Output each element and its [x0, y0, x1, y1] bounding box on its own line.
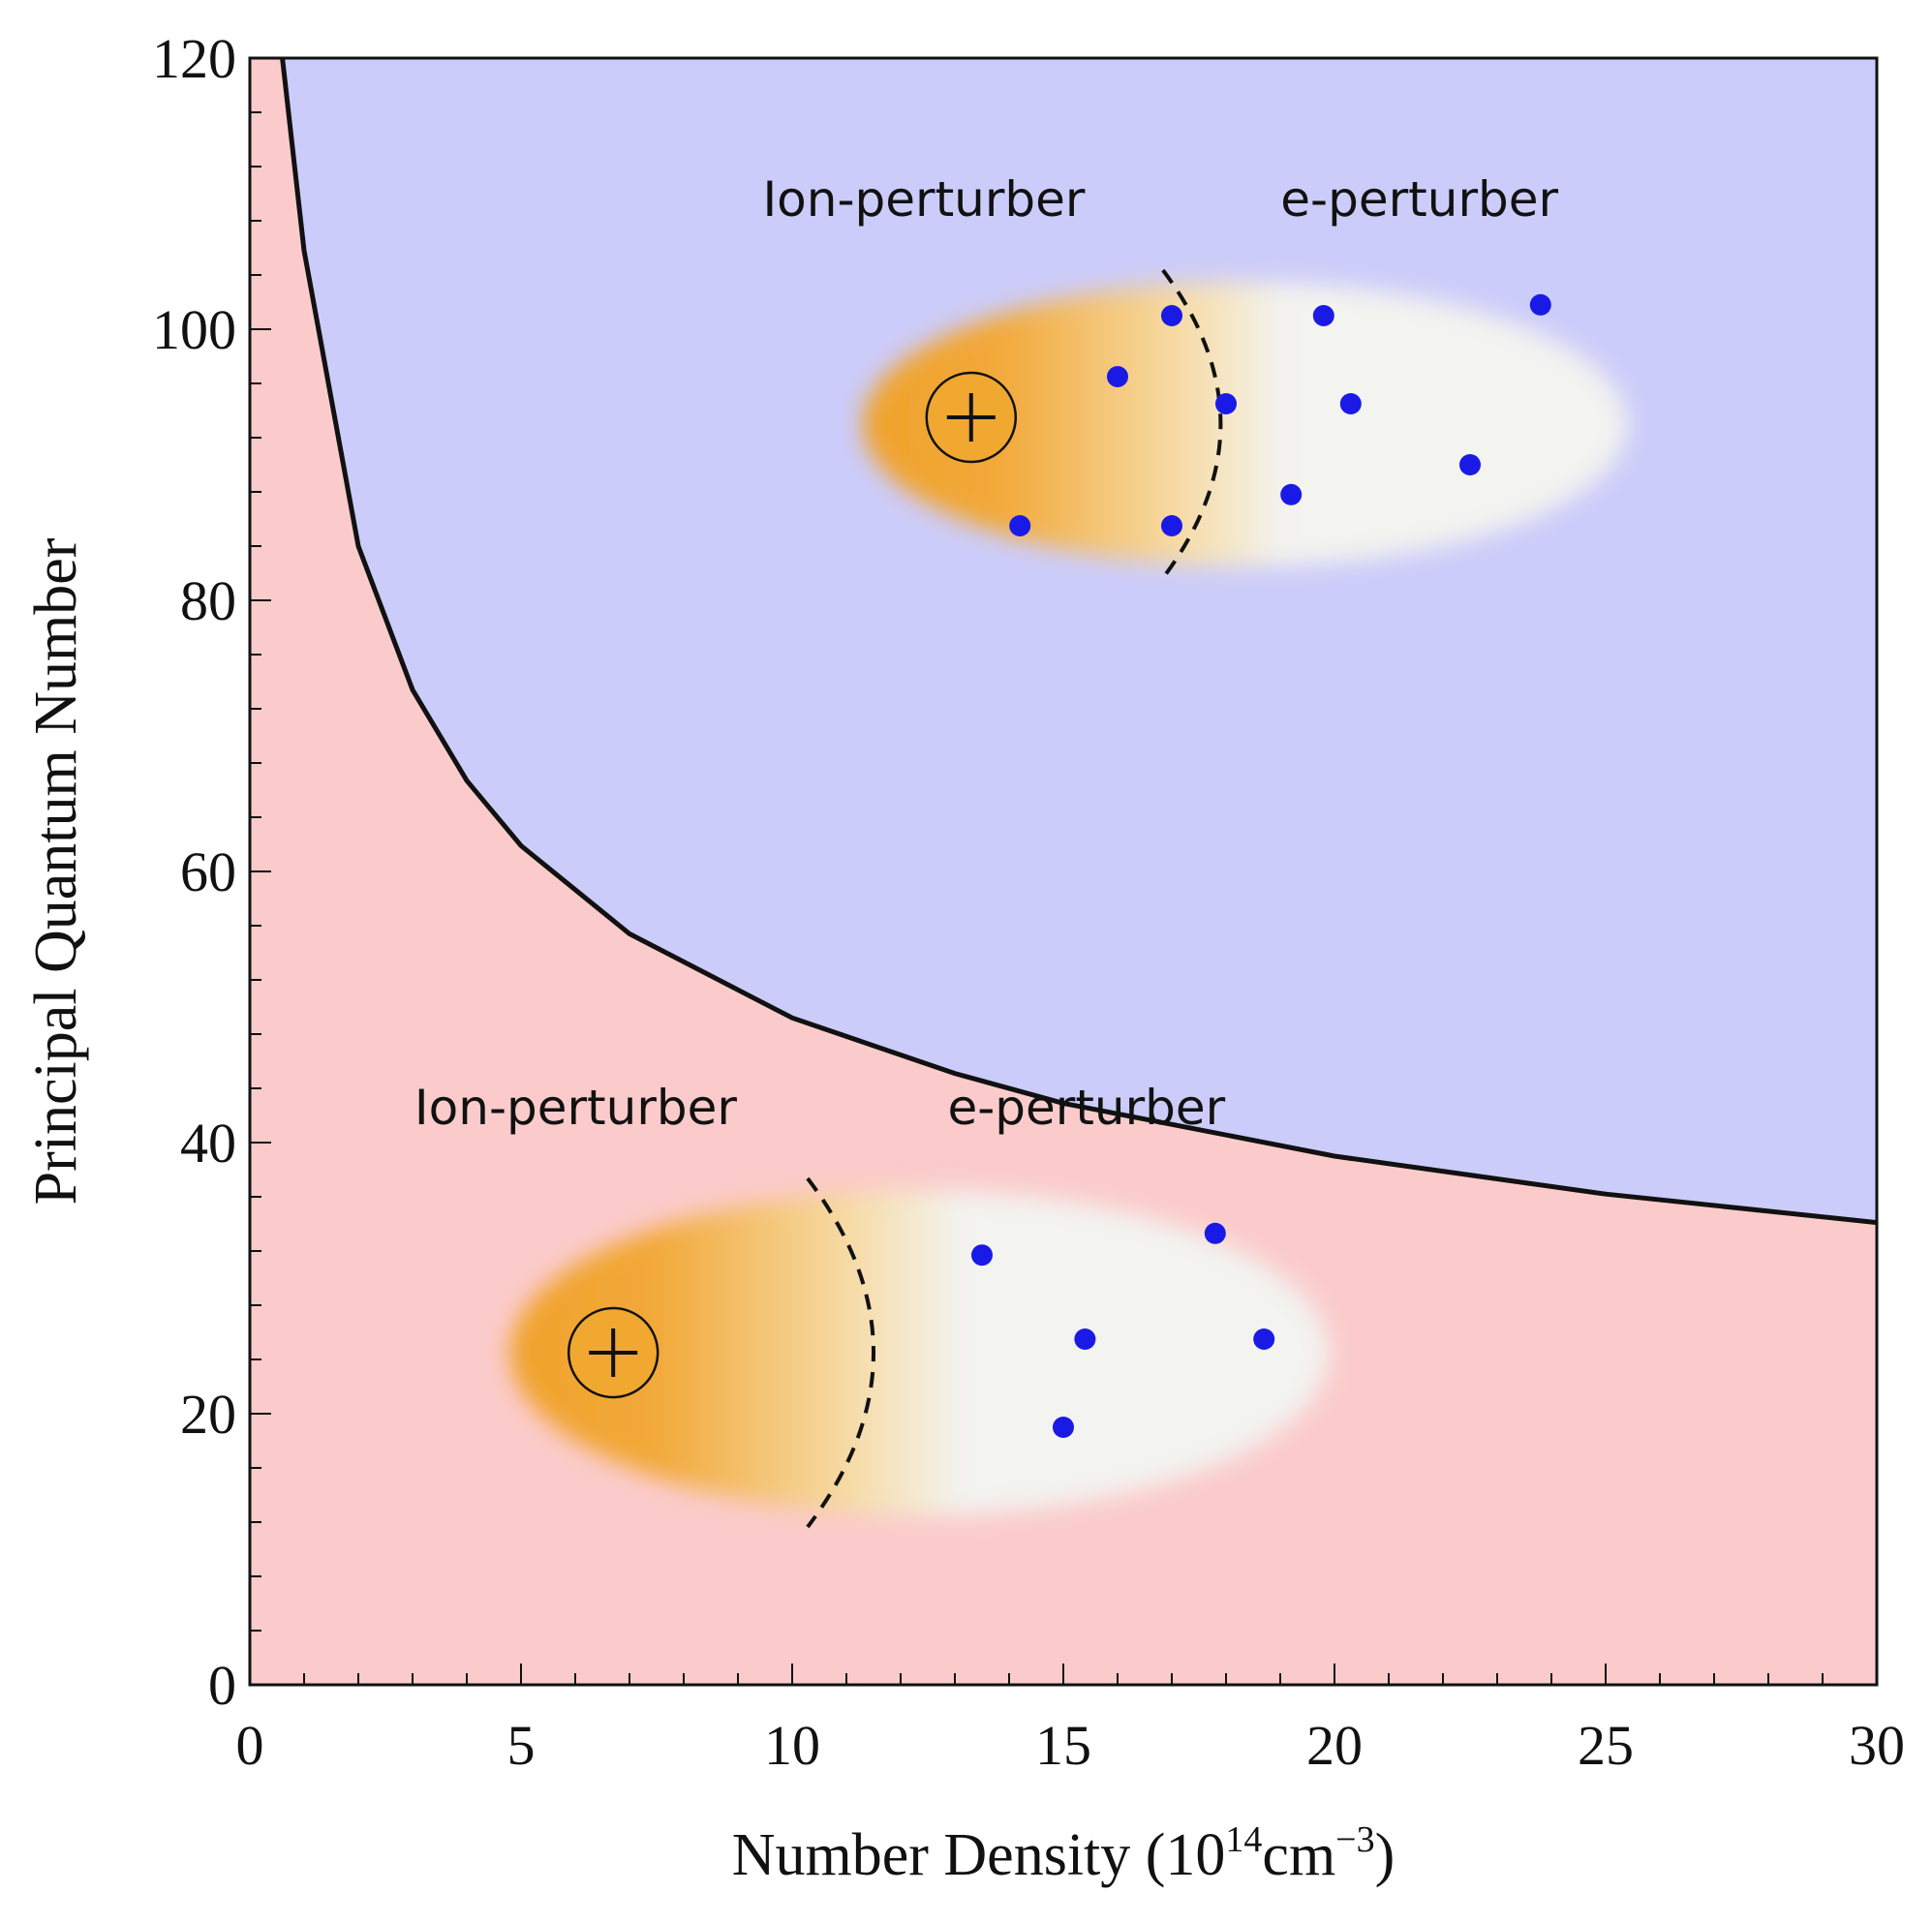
electron-point — [1253, 1328, 1275, 1350]
illustrations: Ion-perturber e-perturber Ion-perturber e-p… — [414, 171, 1628, 1529]
y-tick-label: 0 — [208, 1654, 236, 1717]
y-tick-label: 60 — [180, 840, 236, 903]
x-tick-labels: 0 5 10 15 20 25 30 — [236, 1714, 1906, 1777]
x-tick-label: 10 — [764, 1714, 820, 1777]
ion-perturber-label: Ion-perturber — [762, 171, 1085, 228]
electron-point — [1215, 393, 1237, 414]
y-tick-label: 100 — [152, 298, 236, 361]
axis-ticks — [249, 57, 1878, 1686]
electron-point — [1529, 293, 1551, 316]
electron-point — [1074, 1328, 1096, 1350]
electron-point — [1459, 454, 1481, 475]
x-tick-label: 5 — [507, 1714, 536, 1777]
electron-point — [1053, 1417, 1074, 1438]
e-perturber-label: e-perturber — [947, 1080, 1225, 1136]
y-tick-label: 20 — [180, 1383, 236, 1446]
ion-perturber-label: Ion-perturber — [414, 1080, 737, 1136]
electron-point — [1280, 483, 1303, 505]
x-tick-label: 15 — [1035, 1714, 1091, 1777]
y-tick-label: 40 — [180, 1112, 236, 1175]
electron-point — [1312, 305, 1334, 326]
electron-point — [1161, 515, 1182, 536]
electron-point — [1009, 515, 1031, 536]
plus-icon — [946, 393, 996, 442]
y-tick-label: 120 — [152, 27, 236, 90]
x-tick-label: 20 — [1306, 1714, 1363, 1777]
electron-point — [1107, 366, 1128, 387]
atom-cloud: Ion-perturber e-perturber — [762, 171, 1628, 580]
divider-arc — [1161, 268, 1223, 580]
x-axis-title: Number Density (1014cm−3) — [732, 1819, 1395, 1888]
x-tick-label: 30 — [1849, 1714, 1905, 1777]
electron-point — [1204, 1222, 1226, 1244]
cloud-ellipse — [509, 1190, 1330, 1515]
y-tick-labels: 0 20 40 60 80 100 120 — [152, 27, 236, 1717]
electron-point — [1339, 393, 1362, 414]
y-tick-label: 80 — [180, 569, 236, 632]
e-perturber-label: e-perturber — [1280, 171, 1558, 228]
y-axis-title: Principal Quantum Number — [23, 537, 89, 1205]
electron-point — [1161, 305, 1182, 326]
electron-point — [971, 1244, 993, 1267]
boundary-curve — [280, 58, 1877, 1226]
atom-cloud: Ion-perturber e-perturber — [414, 1080, 1330, 1529]
x-tick-label: 25 — [1578, 1714, 1634, 1777]
plot-area: Ion-perturber e-perturber Ion-perturber e-p… — [250, 58, 1877, 1685]
x-tick-label: 0 — [236, 1714, 264, 1777]
plus-icon — [589, 1328, 638, 1377]
divider-arc — [806, 1176, 875, 1529]
cloud-ellipse — [862, 282, 1628, 566]
